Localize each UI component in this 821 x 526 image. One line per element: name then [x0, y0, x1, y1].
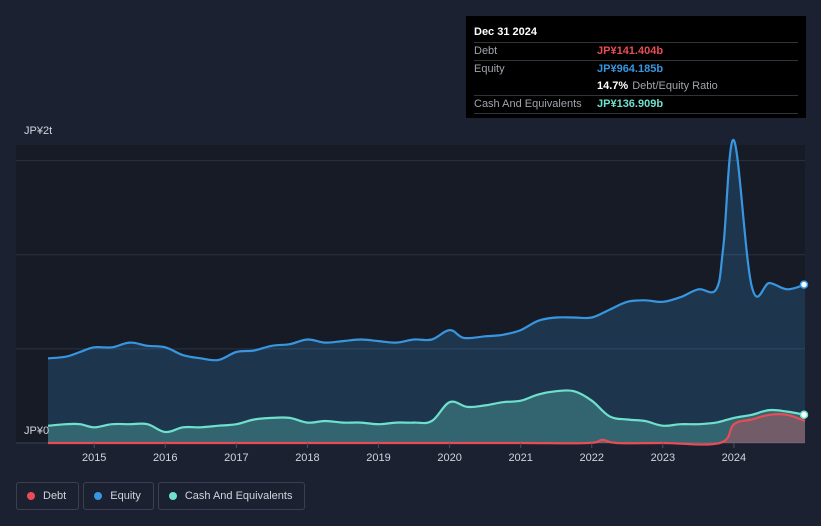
tooltip-equity-value: JP¥964.185b [597, 63, 664, 75]
legend-item-equity[interactable]: Equity [83, 482, 154, 510]
x-tick-label-2015: 2015 [82, 452, 106, 464]
plot-area-past [16, 145, 805, 443]
x-tick-label-2018: 2018 [295, 452, 319, 464]
tooltip-cash-row: Cash And Equivalents JP¥136.909b [474, 95, 798, 114]
equity-end-point [799, 280, 809, 289]
cash-and-equivalents-area [48, 390, 805, 443]
legend-cash-label: Cash And Equivalents [184, 490, 293, 502]
x-tick-label-2024: 2024 [722, 452, 746, 464]
x-tick-label-2023: 2023 [651, 452, 675, 464]
tooltip-ratio-label: Debt/Equity Ratio [632, 80, 718, 92]
tooltip-debt-label: Debt [474, 45, 498, 57]
y-axis-bottom-label: JP¥0 [24, 425, 50, 437]
tooltip-ratio-row: 14.7% Debt/Equity Ratio [474, 78, 798, 95]
debt-line [48, 412, 806, 446]
cash-and-equivalents-end-point [799, 410, 809, 420]
x-axis-ticks: 2015 2016 2017 2018 2019 2020 2021 2022 2023 2024 [82, 443, 746, 464]
tooltip-equity-row: Equity JP¥964.185b [474, 60, 798, 78]
equity-area [48, 139, 805, 443]
x-tick-label-2022: 2022 [580, 452, 604, 464]
cash-and-equivalents-line [47, 389, 806, 434]
x-tick-label-2017: 2017 [224, 452, 248, 464]
legend-debt-dot [27, 492, 35, 500]
legend-debt-label: Debt [43, 490, 67, 502]
y-axis-top-label: JP¥2t [24, 125, 53, 137]
series-end-markers [799, 280, 809, 420]
legend-equity-label: Equity [110, 490, 141, 502]
legend-item-cash[interactable]: Cash And Equivalents [157, 482, 306, 510]
tooltip-debt-value: JP¥141.404b [597, 45, 664, 57]
tooltip-debt-row: Debt JP¥141.404b [474, 42, 798, 60]
x-tick-label-2021: 2021 [508, 452, 532, 464]
tooltip-cash-label: Cash And Equivalents [474, 98, 582, 110]
legend: Debt Equity Cash And Equivalents [16, 482, 306, 510]
series-areas [48, 139, 805, 445]
tooltip-panel: Dec 31 2024 Debt JP¥141.404b Equity JP¥9… [466, 16, 806, 118]
x-tick-label-2020: 2020 [437, 452, 461, 464]
legend-item-debt[interactable]: Debt [16, 482, 80, 510]
series-lines [47, 139, 806, 446]
x-tick-label-2016: 2016 [153, 452, 177, 464]
legend-cash-dot [168, 492, 177, 500]
equity-line [47, 139, 806, 362]
tooltip-ratio-value: 14.7% [597, 80, 629, 92]
debt-area [48, 414, 805, 445]
tooltip-equity-label: Equity [474, 63, 505, 75]
tooltip-cash-value: JP¥136.909b [597, 98, 664, 110]
legend-equity-dot [94, 492, 103, 500]
tooltip-date: Dec 31 2024 [474, 26, 537, 38]
x-tick-label-2019: 2019 [366, 452, 390, 464]
